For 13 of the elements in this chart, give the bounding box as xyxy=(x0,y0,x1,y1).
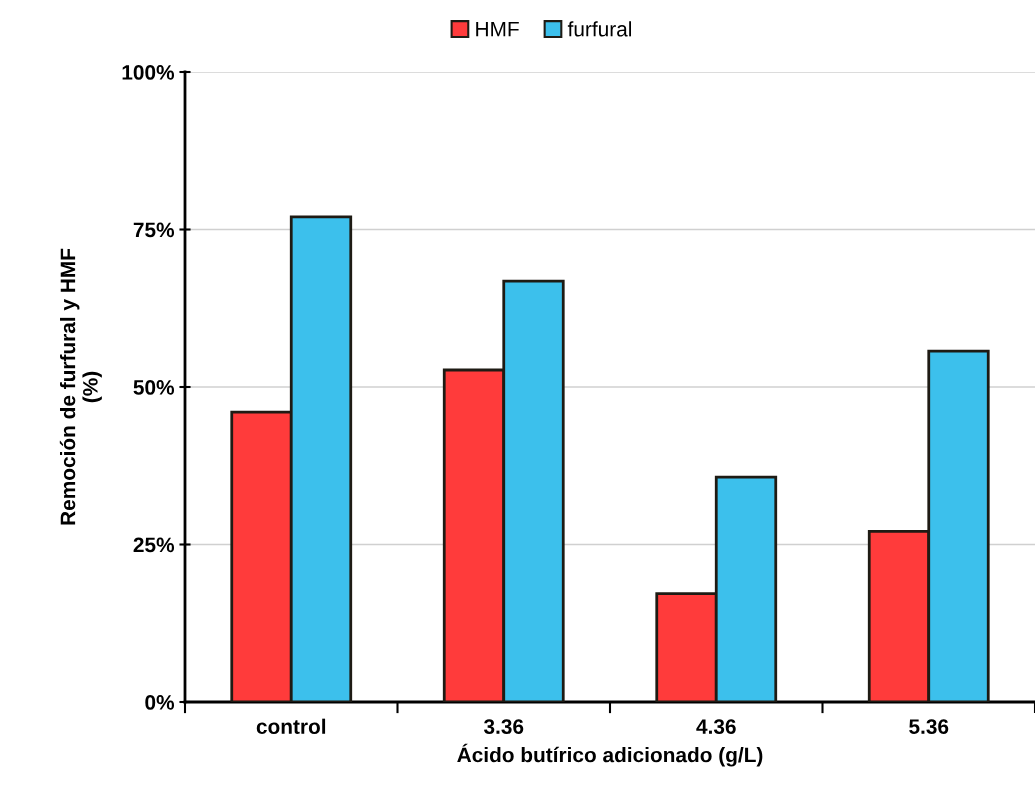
x-tick-label: 5.36 xyxy=(909,719,949,734)
y-tick-label: 100% xyxy=(122,65,175,80)
y-tick-label: 25% xyxy=(133,537,175,553)
y-tick-label: 75% xyxy=(133,222,175,238)
x-tick-label: 3.36 xyxy=(483,719,524,734)
legend-label: furfural xyxy=(567,21,632,37)
y-tick-label: 0% xyxy=(145,695,175,710)
legend-label: HMF xyxy=(476,21,519,37)
x-axis-title: Ácido butírico adicionado (g/L) xyxy=(457,743,763,767)
x-tick-label: control xyxy=(256,718,326,734)
y-tick-label: 50% xyxy=(133,380,175,395)
x-tick-label: 4.36 xyxy=(696,719,736,734)
y-axis-title: Remoción de furfural y HMF (%) xyxy=(59,248,102,525)
